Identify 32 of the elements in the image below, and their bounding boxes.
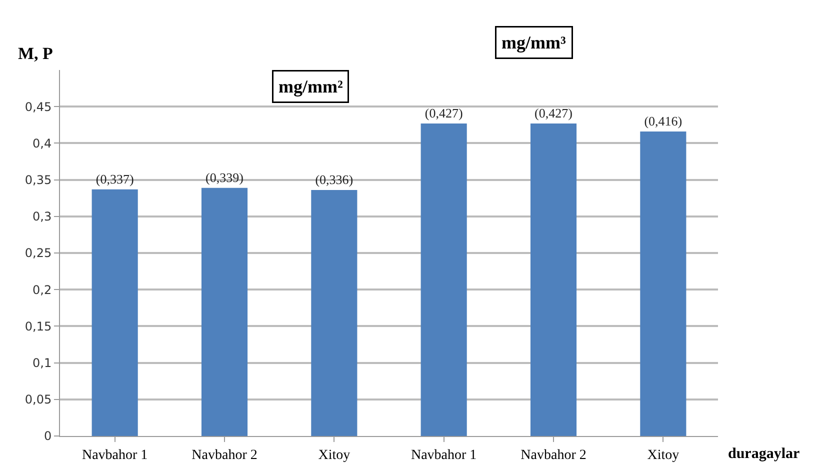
bar <box>201 188 248 436</box>
data-label: (0,427) <box>424 105 463 120</box>
data-label: (0,337) <box>96 171 134 186</box>
bar <box>92 189 138 436</box>
x-tick-label: Xitoy <box>647 448 680 463</box>
y-tick-label: 0,4 <box>32 136 52 150</box>
data-label: (0,427) <box>534 105 572 120</box>
y-axis-title: M, P <box>18 44 53 63</box>
bar <box>640 131 686 436</box>
y-tick-label: 0,05 <box>24 392 52 407</box>
y-tick-label: 0,1 <box>32 356 52 370</box>
y-tick-label: 0,15 <box>24 319 52 334</box>
data-label: (0,339) <box>206 170 244 185</box>
y-tick-label: 0,2 <box>32 282 52 297</box>
x-tick-label: Navbahor 2 <box>192 448 258 463</box>
text: mg/mm³ <box>502 32 566 52</box>
y-tick-label: 0,25 <box>24 246 52 260</box>
x-tick-label: Xitoy <box>318 448 350 463</box>
x-tick-label: Navbahor 1 <box>82 448 148 463</box>
x-tick-label: Navbahor 1 <box>410 448 477 463</box>
data-label: (0,336) <box>315 172 354 188</box>
x-tick-label: Navbahor 2 <box>520 448 586 463</box>
data-label: (0,416) <box>644 113 682 128</box>
y-tick-label: 0,35 <box>24 173 52 187</box>
bar <box>420 123 467 436</box>
bar <box>530 123 577 436</box>
bar <box>311 190 358 436</box>
y-tick-label: 0 <box>44 429 52 444</box>
y-tick-label: 0,45 <box>24 100 52 114</box>
annotation: mg/mm² <box>278 76 343 96</box>
y-tick-label: 0,3 <box>32 210 52 224</box>
x-axis-title: duragaylar <box>728 446 800 462</box>
